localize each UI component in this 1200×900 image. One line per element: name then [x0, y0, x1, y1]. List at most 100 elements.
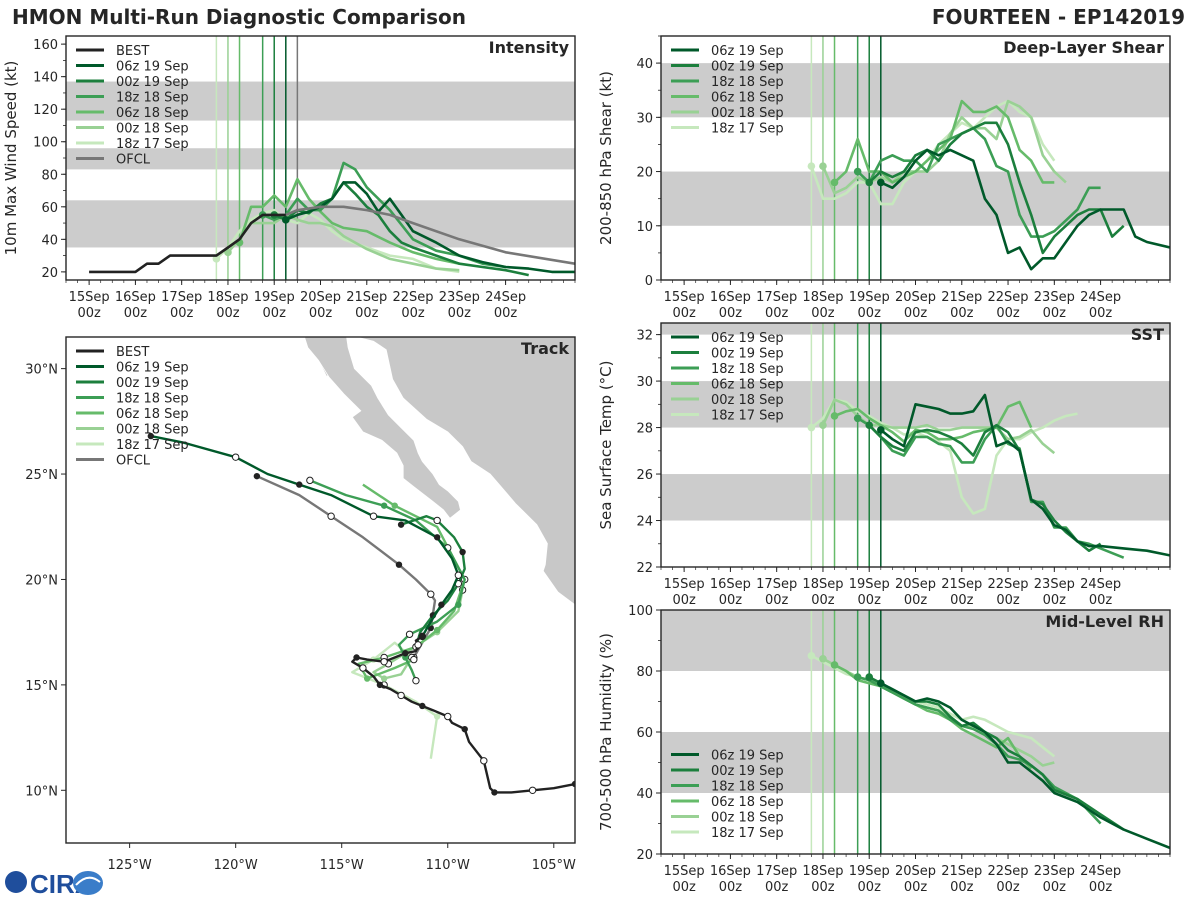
legend-label-ofcl: OFCL — [116, 454, 151, 469]
lat-tick-label: 30°N — [25, 363, 58, 378]
x-tick-label: 20Sep — [895, 290, 936, 305]
x-tick-label-hour: 00z — [1089, 880, 1113, 895]
series-line-06z-18-sep — [238, 177, 460, 265]
legend-label-06z-18-sep: 06z 18 Sep — [116, 106, 189, 121]
track-point-18z-17-sep — [433, 713, 441, 720]
init-point-06z-18-sep — [830, 178, 839, 187]
track-point-06z-19-sep — [438, 601, 445, 608]
storm-id: FOURTEEN - EP142019 — [932, 5, 1185, 29]
series-line-00z-19-sep — [868, 121, 1125, 255]
y-tick-label: 140 — [33, 71, 58, 86]
legend-entry-18z-17-sep: 18z 17 Sep — [671, 122, 784, 137]
series-line-06z-19-sep — [880, 148, 1170, 271]
x-tick-label: 23Sep — [1034, 290, 1075, 305]
init-point-18z-18-sep — [853, 414, 862, 423]
legend-label-18z-18-sep: 18z 18 Sep — [711, 75, 784, 90]
legend-label-00z-19-sep: 00z 19 Sep — [116, 376, 189, 391]
legend-entry-18z-17-sep: 18z 17 Sep — [76, 438, 189, 453]
legend-entry-18z-18-sep: 18z 18 Sep — [671, 75, 784, 90]
x-tick-label: 23Sep — [1034, 864, 1075, 879]
legend-label-00z-18-sep: 00z 18 Sep — [711, 106, 784, 121]
y-tick-label: 10 — [636, 220, 653, 235]
x-tick-label-hour: 00z — [401, 306, 425, 321]
x-tick-label-hour: 00z — [263, 306, 287, 321]
track-point-06z-19-sep — [296, 481, 303, 488]
legend-label-18z-17-sep: 18z 17 Sep — [711, 122, 784, 137]
x-tick-label-hour: 00z — [1043, 880, 1067, 895]
y-tick-label: 20 — [636, 848, 653, 863]
init-point-18z-17-sep — [807, 423, 816, 432]
x-tick-label-hour: 00z — [858, 306, 882, 321]
x-tick-label-hour: 00z — [765, 306, 789, 321]
track-point-18z-18-sep — [380, 502, 388, 509]
y-tick-label: 40 — [636, 787, 653, 802]
logo-globe-icon — [5, 871, 27, 893]
series-line-00z-18-sep — [821, 398, 1056, 455]
init-point-00z-18-sep — [224, 248, 232, 257]
legend-label-06z-19-sep: 06z 19 Sep — [711, 44, 784, 59]
x-tick-label-hour: 00z — [77, 306, 101, 321]
x-tick-label: 19Sep — [849, 290, 890, 305]
x-tick-label-hour: 00z — [719, 593, 743, 608]
cira-logo: CIRA — [5, 869, 103, 899]
track-point-06z-18-sep — [433, 626, 441, 634]
x-tick-label: 17Sep — [756, 577, 797, 592]
lon-tick-label: 125°W — [108, 858, 152, 873]
init-point-00z-19-sep — [865, 178, 874, 187]
track-point-ofcl — [395, 561, 403, 568]
shear-panel: 01020304015Sep00z16Sep00z17Sep00z18Sep00… — [597, 35, 1171, 321]
track-point-best — [461, 725, 468, 733]
x-tick-label-hour: 00z — [858, 593, 882, 608]
legend-entry-00z-18-sep: 00z 18 Sep — [671, 393, 784, 408]
series-line-06z-19-sep — [879, 393, 1170, 557]
legend-label-00z-18-sep: 00z 18 Sep — [711, 811, 784, 826]
legend-entry-06z-18-sep: 06z 18 Sep — [671, 91, 784, 106]
logo-swirl-stroke — [75, 876, 101, 886]
legend-label-18z-18-sep: 18z 18 Sep — [116, 91, 189, 106]
x-tick-label: 15Sep — [664, 864, 705, 879]
series-line-00z-18-sep — [821, 99, 1067, 195]
x-tick-label: 18Sep — [207, 290, 248, 305]
legend-label-06z-18-sep: 06z 18 Sep — [711, 91, 784, 106]
init-point-00z-18-sep — [819, 421, 827, 430]
y-tick-label: 26 — [636, 468, 653, 483]
x-tick-label: 22Sep — [988, 864, 1029, 879]
x-tick-label: 22Sep — [393, 290, 434, 305]
x-tick-label: 21Sep — [346, 290, 387, 305]
series-group — [807, 36, 1170, 280]
y-axis-label: Sea Surface Temp (°C) — [597, 360, 615, 529]
init-point-18z-18-sep — [853, 167, 862, 176]
track-point-best — [402, 650, 409, 657]
track-point-best — [480, 757, 488, 765]
legend-label-00z-18-sep: 00z 18 Sep — [711, 393, 784, 408]
track-point-00z-19-sep — [459, 548, 466, 556]
x-tick-label-hour: 00z — [494, 306, 518, 321]
series-line-best — [89, 213, 286, 274]
lon-tick-label: 115°W — [320, 858, 364, 873]
legend-entry-00z-18-sep: 00z 18 Sep — [76, 122, 189, 137]
track-line-00z-19-sep — [400, 515, 466, 648]
legend-entry-18z-17-sep: 18z 17 Sep — [671, 409, 784, 424]
legend-label-06z-19-sep: 06z 19 Sep — [711, 331, 784, 346]
lat-tick-label: 20°N — [25, 573, 58, 588]
x-tick-label-hour: 00z — [1043, 306, 1067, 321]
legend-label-06z-19-sep: 06z 19 Sep — [116, 361, 189, 376]
track-point-00z-18-sep — [380, 675, 388, 682]
init-point-06z-18-sep — [830, 661, 839, 669]
track-point-06z-18-sep — [410, 655, 418, 664]
track-point-18z-18-sep — [405, 630, 414, 638]
track-point-best — [359, 664, 367, 672]
x-tick-label: 20Sep — [300, 290, 341, 305]
track-point-18z-18-sep — [412, 676, 420, 685]
legend-entry-06z-19-sep: 06z 19 Sep — [671, 749, 784, 764]
track-point-00z-19-sep — [433, 516, 441, 525]
series-line-06z-18-sep — [834, 400, 1033, 443]
x-tick-label: 18Sep — [802, 290, 843, 305]
series-line-18z-18-sep — [262, 161, 506, 269]
init-point-18z-17-sep — [212, 255, 221, 263]
init-point-00z-19-sep — [865, 421, 874, 430]
track-point-best — [419, 702, 426, 710]
track-point-best — [419, 633, 426, 640]
x-tick-label: 19Sep — [849, 577, 890, 592]
